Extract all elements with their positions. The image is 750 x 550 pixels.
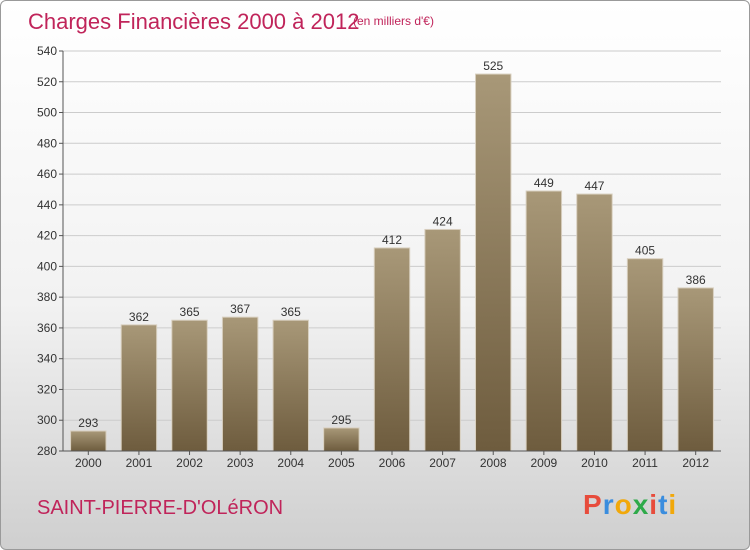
y-tick-label: 280 xyxy=(37,444,57,458)
data-label: 447 xyxy=(584,179,604,193)
bar xyxy=(70,430,107,452)
chart-title: Charges Financières 2000 à 2012 xyxy=(28,9,360,34)
data-label: 449 xyxy=(534,176,554,190)
x-tick-label: 2004 xyxy=(277,456,304,470)
data-label: 293 xyxy=(78,416,98,430)
logo-letter: t xyxy=(658,489,669,520)
x-tick-label: 2005 xyxy=(328,456,355,470)
bar xyxy=(221,316,259,452)
bar xyxy=(525,190,563,452)
y-tick-label: 300 xyxy=(37,413,57,427)
bar xyxy=(373,247,411,452)
y-tick-label: 440 xyxy=(37,198,57,212)
y-tick-label: 460 xyxy=(37,167,57,181)
bar xyxy=(120,324,158,452)
bar xyxy=(424,228,461,452)
bar xyxy=(677,287,714,452)
bar xyxy=(323,427,360,452)
y-tick-label: 420 xyxy=(37,229,57,243)
data-label: 424 xyxy=(433,214,453,228)
bar xyxy=(626,258,664,452)
y-tick-label: 400 xyxy=(37,259,57,273)
y-tick-label: 360 xyxy=(37,321,57,335)
x-tick-label: 2000 xyxy=(75,456,102,470)
logo-letter: i xyxy=(668,489,678,520)
x-tick-label: 2002 xyxy=(176,456,203,470)
y-tick-label: 500 xyxy=(37,106,57,120)
bar xyxy=(171,319,208,452)
x-tick-label: 2001 xyxy=(126,456,153,470)
y-tick-label: 520 xyxy=(37,75,57,89)
data-label: 386 xyxy=(686,273,706,287)
data-label: 412 xyxy=(382,233,402,247)
y-tick-label: 480 xyxy=(37,136,57,150)
x-tick-label: 2012 xyxy=(682,456,709,470)
data-label: 525 xyxy=(483,59,503,73)
bars: 293 362 365 367 365 295 412 424 525 449 447 405 386 xyxy=(70,59,714,452)
logo-letter: o xyxy=(614,489,633,520)
x-tick-label: 2011 xyxy=(632,456,658,470)
logo-letter: P xyxy=(583,489,603,520)
logo-letter: i xyxy=(649,489,659,520)
logo-letter: x xyxy=(632,489,650,520)
town-name: SAINT-PIERRE-D'OLéRON xyxy=(37,497,284,519)
y-tick-label: 380 xyxy=(37,290,57,304)
bar xyxy=(475,73,512,452)
x-tick-label: 2008 xyxy=(480,456,507,470)
y-tick-label: 340 xyxy=(37,352,57,366)
y-tick-label: 540 xyxy=(37,44,57,58)
x-tick-label: 2007 xyxy=(429,456,456,470)
data-label: 295 xyxy=(331,413,351,427)
y-tick-label: 320 xyxy=(37,382,57,396)
data-label: 405 xyxy=(635,244,655,258)
chart-subtitle: (en milliers d'€) xyxy=(353,14,434,28)
data-label: 365 xyxy=(281,305,301,319)
data-label: 362 xyxy=(129,310,149,324)
axes: 280 300 320 340 360 380 400 420 440 460 480 500 520 5… xyxy=(37,44,721,470)
data-label: 367 xyxy=(230,302,250,316)
logo-letter: r xyxy=(602,489,615,520)
x-tick-label: 2003 xyxy=(227,456,254,470)
x-tick-label: 2010 xyxy=(581,456,608,470)
bar xyxy=(576,193,613,452)
bar xyxy=(272,319,309,452)
data-label: 365 xyxy=(180,305,200,319)
proxiti-logo[interactable]: Proxiti xyxy=(583,489,677,521)
x-tick-label: 2009 xyxy=(530,456,557,470)
x-tick-label: 2006 xyxy=(379,456,406,470)
